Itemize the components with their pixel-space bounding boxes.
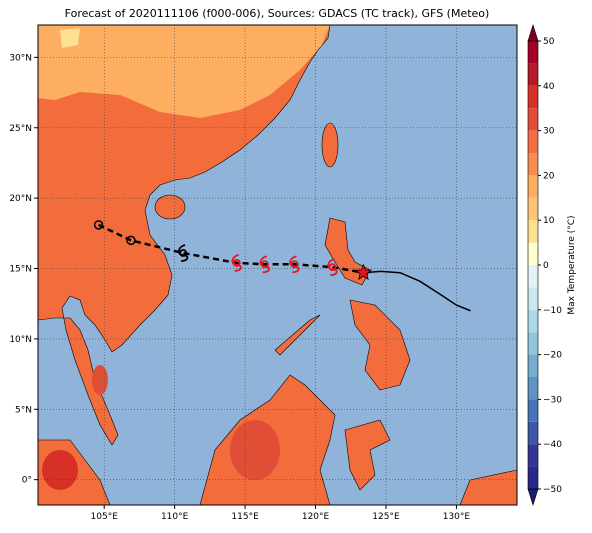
- colorbar-label: Max Temperature (°C): [567, 215, 577, 314]
- hot-patch: [42, 450, 78, 490]
- colorbar-band: [528, 85, 538, 109]
- storm-symbol: [231, 254, 242, 272]
- hot-patch: [230, 420, 280, 480]
- storm-symbol: [327, 258, 338, 277]
- colorbar-band: [528, 153, 538, 176]
- hainan: [154, 194, 186, 220]
- colorbar-band: [528, 444, 538, 467]
- colorbar-band: [528, 63, 538, 86]
- colorbar-band: [528, 265, 538, 288]
- warm-region: [60, 28, 80, 48]
- colorbar-band: [528, 41, 538, 64]
- colorbar-tick-label: −30: [543, 395, 562, 405]
- past-track: [363, 270, 471, 312]
- storm-symbol: [259, 255, 270, 274]
- colorbar-band: [528, 332, 538, 355]
- colorbar-tick-label: −20: [543, 351, 562, 361]
- colorbar-over: [527, 23, 539, 42]
- colorbar-tick-label: −50: [543, 485, 562, 495]
- colorbar-band: [528, 197, 538, 221]
- colorbar-band: [528, 354, 538, 377]
- mainland: [38, 25, 331, 446]
- colorbar-tick-label: 40: [543, 82, 555, 92]
- colorbar-band: [528, 377, 538, 400]
- forecast-track: [98, 223, 364, 274]
- colorbar-band: [528, 421, 538, 445]
- colorbar-tick-label: 0: [543, 261, 549, 271]
- y-tick-label: 10°N: [9, 335, 32, 345]
- y-tick-label: 25°N: [9, 124, 32, 134]
- warm-region: [38, 25, 330, 118]
- taiwan: [321, 122, 339, 168]
- hot-patch: [92, 365, 108, 395]
- x-tick-label: 125°E: [372, 512, 400, 522]
- colorbar-band: [528, 466, 538, 489]
- colorbar-band: [528, 108, 538, 131]
- colorbar-under: [527, 488, 539, 507]
- land: [38, 25, 517, 505]
- colorbar-tick-label: −40: [543, 440, 562, 450]
- current-position: [354, 263, 373, 281]
- colorbar-band: [528, 309, 538, 333]
- title: Forecast of 2020111106 (f000-006), Sourc…: [65, 7, 490, 20]
- colorbar-tick-label: 20: [543, 171, 555, 181]
- colorbar-band: [528, 242, 538, 265]
- storm-symbol: [289, 255, 300, 274]
- colorbar-tick-label: 30: [543, 127, 555, 137]
- y-tick-label: 30°N: [9, 53, 32, 63]
- x-tick-label: 115°E: [231, 512, 259, 522]
- colorbar-band: [528, 399, 538, 422]
- track-point: [126, 235, 136, 246]
- map-frame: [37, 24, 518, 506]
- x-tick-label: 105°E: [91, 512, 119, 522]
- visayas: [349, 299, 411, 391]
- colorbar-tick-label: 50: [543, 37, 555, 47]
- y-tick-label: 15°N: [9, 265, 32, 275]
- storm-symbol: [177, 244, 189, 262]
- colorbar-band: [528, 287, 538, 310]
- track-point: [93, 220, 104, 230]
- palawan: [274, 314, 321, 356]
- x-tick-label: 110°E: [161, 512, 189, 522]
- x-tick-label: 130°E: [443, 512, 471, 522]
- colorbar-tick-label: 10: [543, 216, 555, 226]
- x-tick-label: 120°E: [302, 512, 330, 522]
- colorbar-band: [528, 175, 538, 198]
- y-tick-label: 5°N: [15, 405, 32, 415]
- colorbar-tick-label: −10: [543, 306, 562, 316]
- colorbar-band: [528, 220, 538, 243]
- y-tick-label: 0°: [22, 476, 32, 486]
- sulawesi: [344, 419, 391, 491]
- y-tick-label: 20°N: [9, 194, 32, 204]
- new-guinea: [459, 469, 517, 505]
- colorbar-band: [528, 130, 538, 153]
